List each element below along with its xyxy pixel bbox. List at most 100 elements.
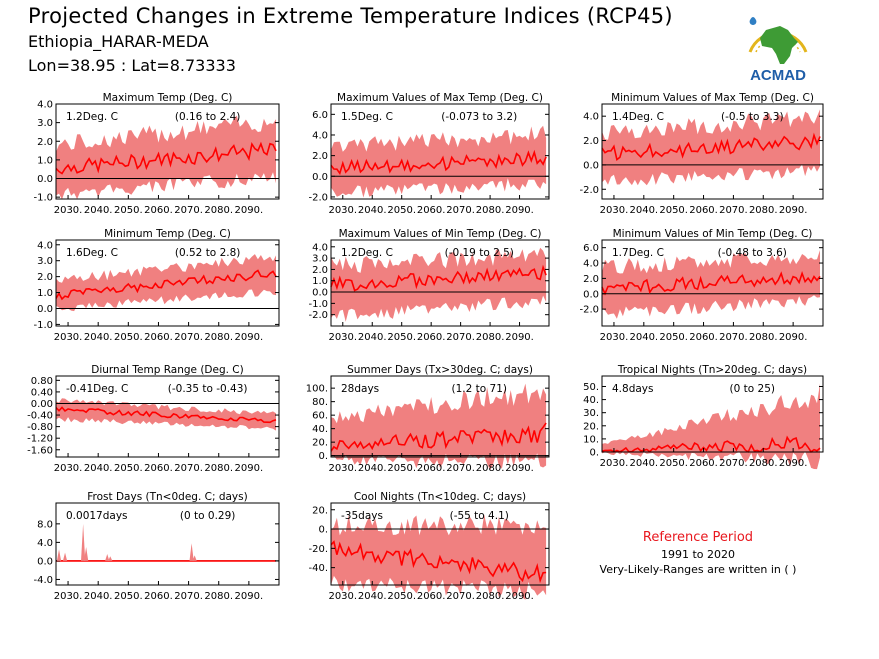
x-tick-label-5-2: 2050. xyxy=(659,332,688,343)
chart-panel-1: -2.0 0.0 2.0 4.0 6.0 2030. 2040. 2050. 2060. 2070… xyxy=(308,92,550,216)
panel-range-4: (-0.19 to 2.5) xyxy=(445,247,514,259)
panel-title-6: Diurnal Temp Range (Deg. C) xyxy=(91,364,243,376)
frost-spike-7 xyxy=(192,555,197,561)
panel-title-10: Cool Nights (Tn<10deg. C; days) xyxy=(354,491,526,503)
x-tick-label-8-5: 2080. xyxy=(749,458,778,469)
y-tick-label-4-0: -2.0 xyxy=(308,310,328,321)
y-tick-label-10-2: 0. xyxy=(318,525,328,536)
median-line-6 xyxy=(55,406,277,424)
range-band-7 xyxy=(331,383,547,471)
y-tick-label-6-0: -1.60 xyxy=(27,445,53,456)
y-tick-label-2-0: -2.0 xyxy=(579,185,599,196)
y-tick-label-5-1: 0.0 xyxy=(583,289,599,300)
range-band-3 xyxy=(56,254,276,312)
plot-frame-0 xyxy=(55,103,280,200)
x-tick-label-9-1: 2040. xyxy=(84,591,113,602)
panel-value-9: 0.0017days xyxy=(66,510,128,522)
x-tick-label-1-6: 2090. xyxy=(505,205,534,216)
y-tick-label-1-4: 6.0 xyxy=(312,110,328,121)
reference-period-years: 1991 to 2020 xyxy=(660,548,736,561)
y-tick-label-5-3: 4.0 xyxy=(583,259,599,270)
x-tick-label-10-0: 2030. xyxy=(328,591,357,602)
y-tick-label-3-5: 4.0 xyxy=(37,240,53,251)
y-tick-label-0-4: 3.0 xyxy=(37,118,53,129)
page-title: Projected Changes in Extreme Temperature… xyxy=(28,4,673,28)
x-tick-label-3-3: 2060. xyxy=(144,332,173,343)
x-tick-label-4-6: 2090. xyxy=(505,332,534,343)
x-tick-label-1-3: 2060. xyxy=(417,205,446,216)
panel-value-1: 1.5Deg. C xyxy=(341,111,393,123)
y-tick-label-9-3: 8.0 xyxy=(37,519,53,530)
plot-frame-8 xyxy=(601,375,824,453)
x-tick-label-0-0: 2030. xyxy=(54,205,83,216)
x-tick-label-10-6: 2090. xyxy=(505,591,534,602)
x-tick-label-9-4: 2070. xyxy=(174,591,203,602)
median-line-1 xyxy=(330,149,547,176)
y-tick-label-7-5: 100. xyxy=(306,384,328,395)
panel-title-2: Minimum Values of Max Temp (Deg. C) xyxy=(611,92,814,104)
x-tick-label-3-4: 2070. xyxy=(174,332,203,343)
panel-range-5: (-0.48 to 3.6) xyxy=(718,247,787,259)
x-tick-label-10-5: 2080. xyxy=(476,591,505,602)
x-tick-label-5-1: 2040. xyxy=(629,332,658,343)
panel-title-4: Maximum Values of Min Temp (Deg. C) xyxy=(339,228,542,240)
x-tick-label-6-6: 2090. xyxy=(235,463,264,474)
very-likely-range-note: Very-Likely-Ranges are written in ( ) xyxy=(599,563,797,576)
y-tick-label-4-1: -1.0 xyxy=(308,299,328,310)
panel-range-6: (-0.35 to -0.43) xyxy=(168,383,248,395)
plot-frame-10 xyxy=(330,502,550,586)
x-tick-label-3-5: 2080. xyxy=(204,332,233,343)
panel-range-2: (-0.5 to 3.3) xyxy=(721,111,784,123)
panel-value-0: 1.2Deg. C xyxy=(66,111,118,123)
panel-value-10: -35days xyxy=(341,510,383,522)
panel-value-8: 4.8days xyxy=(612,383,653,395)
x-tick-label-7-3: 2060. xyxy=(417,463,446,474)
y-tick-label-0-1: 0.0 xyxy=(37,174,53,185)
y-tick-label-10-1: -20. xyxy=(308,544,328,555)
y-tick-label-1-3: 4.0 xyxy=(312,130,328,141)
y-tick-label-7-2: 40. xyxy=(312,424,328,435)
y-tick-label-10-0: -40. xyxy=(308,563,328,574)
x-tick-label-5-3: 2060. xyxy=(689,332,718,343)
x-tick-label-9-0: 2030. xyxy=(54,591,83,602)
africa-map-logo-icon: ACMAD xyxy=(748,17,808,84)
y-tick-label-4-5: 3.0 xyxy=(312,254,328,265)
plot-frame-2 xyxy=(601,103,824,200)
panel-range-8: (0 to 25) xyxy=(730,383,775,395)
plot-frame-6 xyxy=(55,375,280,458)
panel-title-8: Tropical Nights (Tn>20deg. C; days) xyxy=(617,364,807,376)
x-tick-label-3-0: 2030. xyxy=(54,332,83,343)
x-tick-label-9-6: 2090. xyxy=(235,591,264,602)
panel-range-1: (-0.073 to 3.2) xyxy=(441,111,517,123)
y-tick-label-2-1: 0.0 xyxy=(583,160,599,171)
panel-range-0: (0.16 to 2.4) xyxy=(175,111,241,123)
station-coordinates: Lon=38.95 : Lat=8.73333 xyxy=(28,56,236,75)
x-tick-label-1-1: 2040. xyxy=(358,205,387,216)
y-tick-label-9-0: -4.0 xyxy=(33,575,53,586)
x-tick-label-1-5: 2080. xyxy=(476,205,505,216)
frost-spike-6 xyxy=(189,543,194,561)
panel-range-3: (0.52 to 2.8) xyxy=(175,247,241,259)
y-tick-label-3-4: 3.0 xyxy=(37,256,53,267)
plot-frame-4 xyxy=(330,239,550,327)
x-tick-label-8-6: 2090. xyxy=(779,458,808,469)
logo-text: ACMAD xyxy=(750,67,806,84)
x-tick-label-0-3: 2060. xyxy=(144,205,173,216)
reference-period-title: Reference Period xyxy=(642,530,754,545)
panel-title-7: Summer Days (Tx>30deg. C; days) xyxy=(347,364,533,376)
x-tick-label-10-2: 2050. xyxy=(387,591,416,602)
x-tick-label-4-1: 2040. xyxy=(358,332,387,343)
x-tick-label-8-0: 2030. xyxy=(600,458,629,469)
x-tick-label-6-2: 2050. xyxy=(114,463,143,474)
plot-frame-1 xyxy=(330,103,550,200)
median-line-2 xyxy=(601,132,821,161)
y-tick-label-4-4: 2.0 xyxy=(312,265,328,276)
median-line-0 xyxy=(55,141,277,175)
chart-panel-8: 0. 10. 20. 30. 40. 50. 2030. 2040. 2050. 2060. 207… xyxy=(583,364,824,470)
y-tick-label-2-2: 2.0 xyxy=(583,136,599,147)
panel-title-0: Maximum Temp (Deg. C) xyxy=(103,92,233,104)
x-tick-label-9-3: 2060. xyxy=(144,591,173,602)
x-tick-label-5-5: 2080. xyxy=(749,332,778,343)
